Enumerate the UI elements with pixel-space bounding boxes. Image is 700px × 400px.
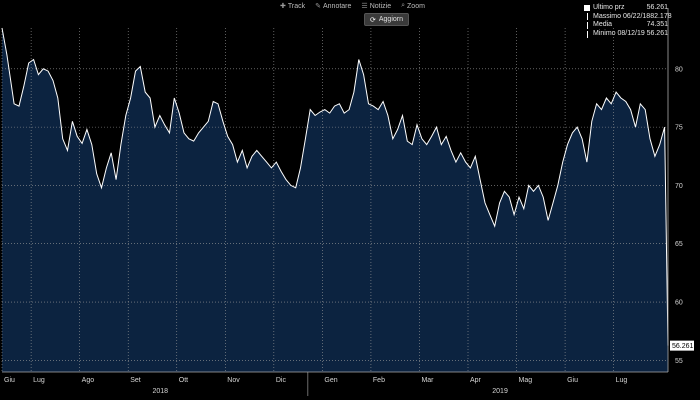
zoom-button[interactable]: ⌕ Zoom — [401, 2, 425, 10]
zoom-label: Zoom — [407, 2, 425, 10]
refresh-icon: ⟳ — [370, 16, 376, 24]
x-tick-label: Giu — [4, 377, 15, 384]
x-tick-label: Apr — [470, 377, 482, 384]
legend-label: Minimo 08/12/19 — [593, 29, 645, 37]
list-icon: ☰ — [361, 3, 368, 10]
x-tick-label: Ago — [82, 377, 95, 384]
news-label: Notizie — [369, 2, 392, 10]
x-tick-label: Mar — [421, 377, 434, 384]
x-tick-label: Dic — [276, 377, 287, 384]
legend-row-avg: Media 74.351 — [584, 21, 668, 30]
x-tick-label: Feb — [373, 377, 385, 384]
area-fill — [2, 28, 668, 372]
x-tick-label: Lug — [33, 377, 45, 384]
x-tick-label: Gen — [324, 377, 337, 384]
price-line — [1, 27, 669, 346]
legend-row-last: Ultimo prz 56.261 — [584, 4, 668, 13]
legend-label: Massimo 06/22/18 — [593, 12, 651, 20]
track-button[interactable]: ✚ Track — [280, 2, 306, 11]
legend-marker — [586, 13, 588, 21]
legend-marker — [586, 21, 588, 29]
y-tick-label: 55 — [675, 358, 683, 365]
search-icon: ⌕ — [401, 2, 406, 9]
x-tick-label: Ott — [179, 377, 188, 384]
refresh-button[interactable]: ⟳ Aggiorn — [364, 13, 410, 26]
last-value-label: 56.261 — [672, 343, 694, 350]
y-tick-label: 80 — [675, 66, 683, 73]
y-tick-label: 60 — [675, 300, 683, 307]
track-label: Track — [287, 2, 306, 10]
plus-icon: ✚ — [280, 3, 286, 10]
chart-legend: Ultimo prz 56.261 Massimo 06/22/18 82.17… — [584, 4, 672, 39]
y-tick-label: 70 — [675, 183, 683, 190]
x-tick-label: Mag — [519, 377, 533, 384]
x-tick-label: Lug — [616, 377, 628, 384]
legend-row-min: Minimo 08/12/19 56.261 — [584, 30, 668, 39]
y-tick-label: 65 — [675, 241, 683, 248]
last-value-box — [670, 340, 694, 351]
year-label: 2018 — [152, 388, 168, 395]
year-label: 2019 — [492, 388, 508, 395]
refresh-label: Aggiorn — [378, 16, 404, 23]
y-tick-label: 75 — [675, 125, 683, 132]
legend-value: 56.261 — [646, 4, 668, 11]
legend-marker — [586, 30, 588, 38]
x-tick-label: Giu — [567, 377, 578, 384]
chart-toolbar: ✚ Track ✎ Annotare ☰ Notizie ⌕ Zoom — [280, 0, 425, 12]
legend-value: 82.178 — [650, 12, 672, 20]
annotate-button[interactable]: ✎ Annotare — [315, 2, 352, 11]
legend-swatch — [584, 5, 590, 12]
legend-row-max: Massimo 06/22/18 82.178 — [584, 12, 672, 22]
news-button[interactable]: ☰ Notizie — [361, 2, 392, 11]
x-tick-label: Set — [130, 377, 141, 384]
legend-value: 74.351 — [646, 21, 668, 29]
legend-value: 56.261 — [646, 29, 668, 37]
legend-label: Media — [593, 21, 613, 29]
annotate-label: Annotare — [323, 2, 352, 10]
pencil-icon: ✎ — [315, 3, 321, 10]
legend-label: Ultimo prz — [593, 4, 625, 11]
x-tick-label: Nov — [227, 377, 240, 384]
